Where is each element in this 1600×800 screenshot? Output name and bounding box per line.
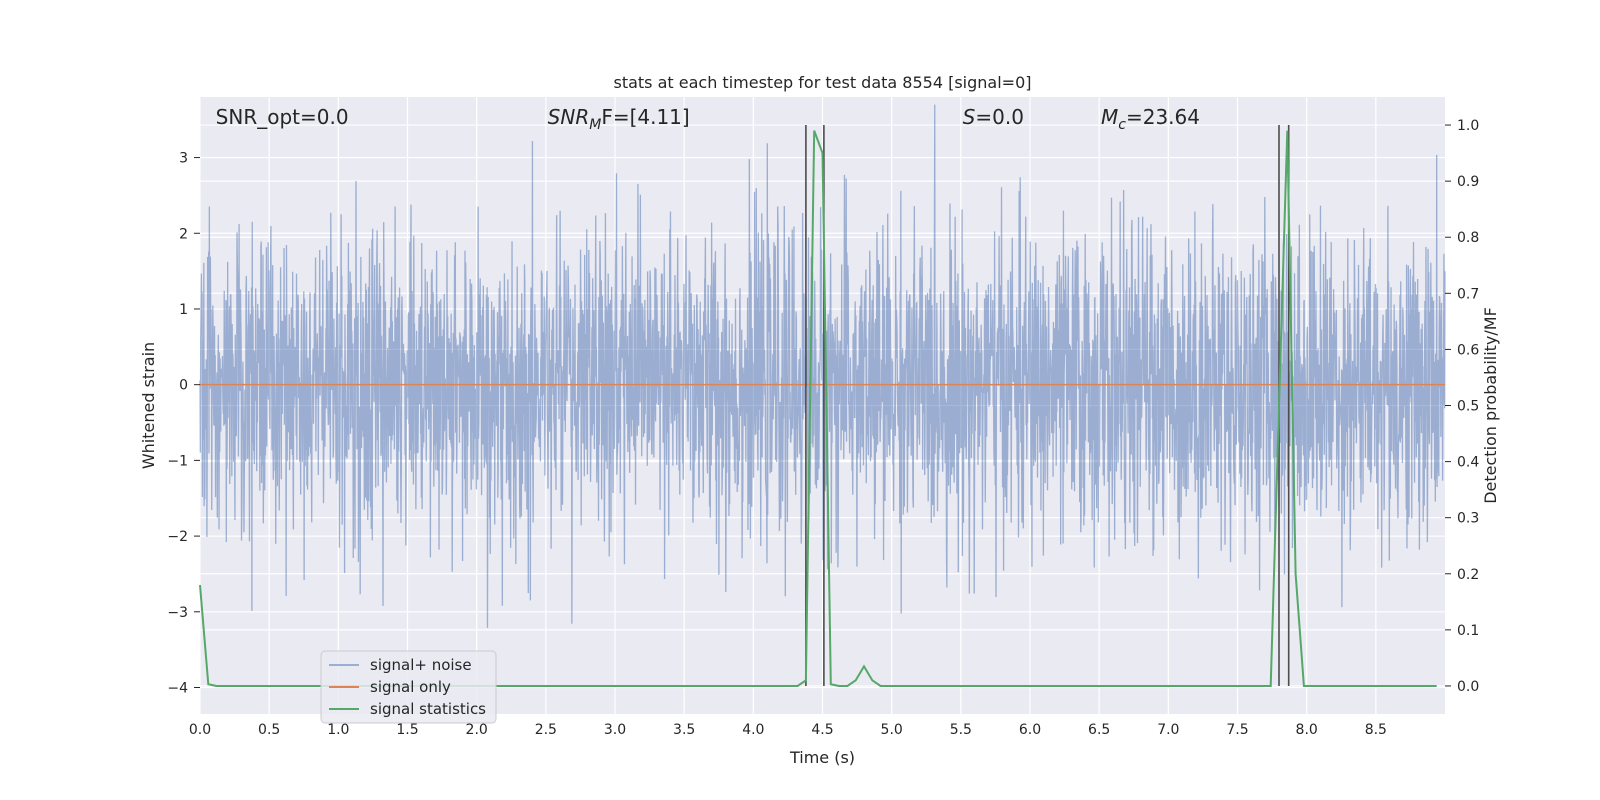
x-tick-label: 8.0 — [1296, 722, 1318, 738]
right-y-axis-ticks: 1.0 0.9 0.8 0.7 0.6 0.5 0.4 0.3 0.2 0.1 0.0 — [1445, 118, 1479, 695]
x-tick-label: 1.5 — [396, 722, 418, 738]
series-signal-noise — [199, 104, 1446, 628]
annotation: SNRMF=[4.11] — [548, 105, 690, 133]
series-signal-statistics — [199, 130, 1437, 687]
y-left-tick-label: 3 — [179, 151, 188, 167]
y-right-tick-label: 0.2 — [1457, 567, 1479, 583]
x-tick-label: 5.5 — [950, 722, 972, 738]
y-right-tick-label: 0.9 — [1457, 174, 1479, 190]
left-y-axis-label: Whitened strain — [139, 342, 158, 469]
y-left-tick-label: 2 — [179, 226, 188, 242]
x-tick-label: 7.5 — [1226, 722, 1248, 738]
x-tick-label: 8.5 — [1365, 722, 1387, 738]
x-tick-label: 6.0 — [1019, 722, 1041, 738]
x-tick-label: 3.5 — [673, 722, 695, 738]
x-tick-label: 2.0 — [466, 722, 488, 738]
right-y-axis-label: Detection probability/MF — [1481, 307, 1500, 504]
x-tick-label: 1.0 — [327, 722, 349, 738]
x-tick-label: 4.5 — [811, 722, 833, 738]
y-left-tick-label: −4 — [167, 681, 188, 697]
x-tick-label: 6.5 — [1088, 722, 1110, 738]
y-left-tick-label: 1 — [179, 302, 188, 318]
x-tick-label: 4.0 — [742, 722, 764, 738]
chart-title: stats at each timestep for test data 855… — [613, 73, 1031, 92]
legend: signal+ noise signal only signal statistic… — [320, 650, 497, 724]
annotation-rest: =0.0 — [975, 105, 1024, 129]
x-tick-label: 3.0 — [604, 722, 626, 738]
annotation-main: SNR — [548, 105, 590, 129]
annotation: S=0.0 — [963, 105, 1024, 129]
annotation-rest: =23.64 — [1126, 105, 1200, 129]
legend-label: signal+ noise — [370, 656, 472, 674]
x-tick-label: 7.0 — [1157, 722, 1179, 738]
legend-label: signal only — [370, 678, 451, 696]
x-tick-label: 5.0 — [881, 722, 903, 738]
y-right-tick-label: 0.3 — [1457, 511, 1479, 527]
y-right-tick-label: 0.1 — [1457, 623, 1479, 639]
y-right-tick-label: 0.4 — [1457, 455, 1479, 471]
y-left-tick-label: −1 — [167, 453, 188, 469]
x-axis-label: Time (s) — [789, 748, 855, 767]
y-right-tick-label: 0.7 — [1457, 286, 1479, 302]
annotation-main: M — [1101, 105, 1118, 129]
y-right-tick-label: 1.0 — [1457, 118, 1479, 134]
annotation-rest: F=[4.11] — [601, 105, 689, 129]
x-tick-label: 2.5 — [535, 722, 557, 738]
y-right-tick-label: 0.6 — [1457, 342, 1479, 358]
noise-line — [199, 104, 1446, 628]
annotation: SNR_opt=0.0 — [216, 105, 349, 129]
legend-box — [320, 650, 497, 724]
x-tick-label: 0.0 — [189, 722, 211, 738]
y-right-tick-label: 0.5 — [1457, 399, 1479, 415]
left-y-axis-ticks: 3 2 1 0 −1 −2 −3 −4 — [167, 151, 200, 697]
annotation-sub: M — [589, 117, 601, 133]
annotations: SNR_opt=0.0 SNRMF=[4.11] S=0.0 Mc=23.64 — [216, 105, 1200, 133]
y-left-tick-label: −2 — [167, 529, 188, 545]
x-axis-ticks: 0.0 0.5 1.0 1.5 2.0 2.5 3.0 3.5 4.0 4.5 5.0 5.5 6.0 6… — [189, 722, 1387, 738]
legend-label: signal statistics — [370, 700, 486, 718]
y-left-tick-label: 0 — [179, 378, 188, 394]
annotation-main: S — [963, 105, 976, 129]
x-tick-label: 0.5 — [258, 722, 280, 738]
annotation: Mc=23.64 — [1101, 105, 1200, 133]
signal-statistics-line — [199, 130, 1437, 687]
y-right-tick-label: 0.0 — [1457, 679, 1479, 695]
y-right-tick-label: 0.8 — [1457, 230, 1479, 246]
y-left-tick-label: −3 — [167, 605, 188, 621]
annotation-sub: c — [1118, 117, 1126, 133]
